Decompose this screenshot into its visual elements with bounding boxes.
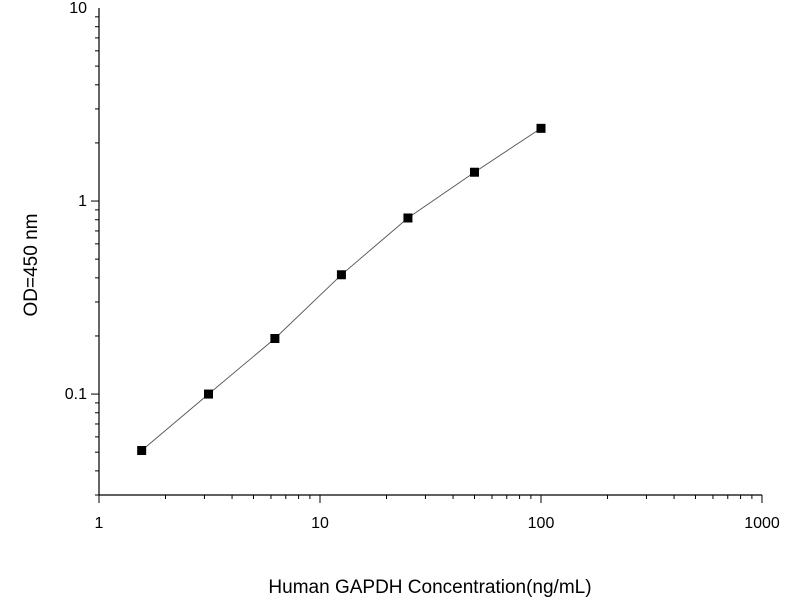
y-tick-label: 0.1	[65, 386, 87, 403]
y-tick-label: 10	[69, 0, 87, 17]
data-point	[270, 334, 280, 344]
ticks	[91, 16, 763, 503]
data-point	[137, 446, 147, 456]
axes	[98, 8, 762, 496]
data-point	[469, 167, 479, 177]
data-point	[336, 270, 346, 280]
x-tick-label: 1	[95, 515, 104, 532]
tick-labels: 1 10 100 1000 0.1 1 10	[65, 0, 780, 532]
x-axis-title: Human GAPDH Concentration(ng/mL)	[268, 577, 591, 598]
series	[137, 123, 546, 456]
series-line	[141, 127, 542, 451]
x-tick-label: 1000	[744, 515, 780, 532]
y-axis-title: OD=450 nm	[21, 214, 42, 317]
x-tick-label: 10	[311, 515, 329, 532]
data-point	[204, 389, 214, 399]
y-tick-label: 1	[78, 193, 87, 210]
data-point	[536, 123, 546, 133]
x-tick-label: 100	[528, 515, 555, 532]
data-point	[403, 213, 413, 223]
